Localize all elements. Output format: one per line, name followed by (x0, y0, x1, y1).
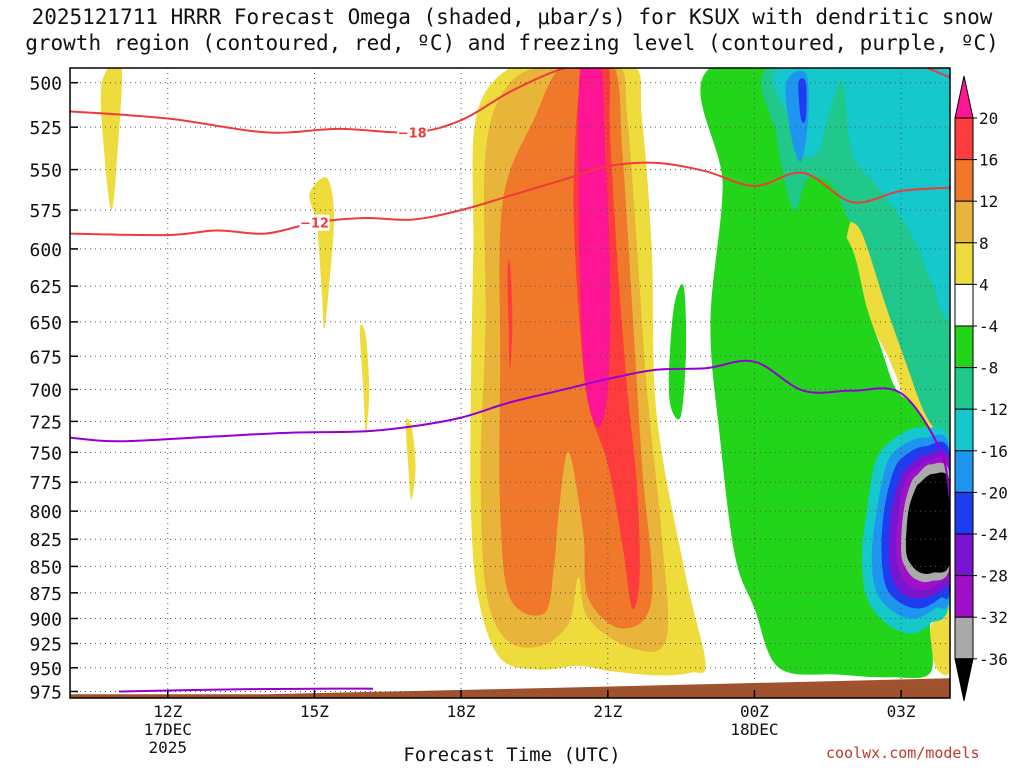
colorbar-bin-5 (954, 283, 974, 327)
y-tick-label-975: 975 (29, 682, 62, 703)
colorbar-bin-6 (954, 325, 974, 369)
y-tick-label-650: 650 (29, 313, 62, 334)
omega-region-0 (100, 68, 123, 211)
colorbar-bin-12 (954, 575, 974, 618)
y-tick-label-625: 625 (29, 277, 62, 298)
y-tick-label-525: 525 (29, 118, 62, 139)
omega-region-3 (405, 418, 416, 500)
y-tick-label-550: 550 (29, 161, 62, 182)
x-tick-sublabel-00Z: 18DEC (730, 720, 778, 739)
contour-label--18: −18 (398, 126, 427, 141)
colorbar-label-10: -24 (979, 525, 1008, 544)
omega-region-29 (905, 472, 950, 574)
colorbar-label-3: 8 (979, 234, 989, 253)
colorbar-label-0: 20 (979, 109, 998, 128)
contour-lines: −18 −12 (70, 68, 950, 693)
y-tick-label-675: 675 (29, 347, 62, 368)
x-tick-label-12Z: 12Z (153, 702, 182, 721)
x-tick-year-12Z: 2025 (149, 738, 188, 757)
contour-label--12: −12 (300, 217, 329, 232)
omega-region-22 (798, 78, 807, 123)
chart-title-line1: 2025121711 HRRR Forecast Omega (shaded, … (31, 5, 993, 29)
omega-region-7 (507, 260, 513, 370)
colorbar-bin-2 (954, 159, 974, 202)
colorbar-bin-10 (954, 491, 974, 535)
omega-region-2 (359, 324, 370, 434)
colorbar-bin-11 (954, 533, 974, 577)
ground-fill (70, 678, 950, 698)
y-tick-label-500: 500 (29, 74, 62, 95)
colorbar-label-4: 4 (979, 275, 989, 294)
y-tick-label-700: 700 (29, 380, 62, 401)
x-tick-label-21Z: 21Z (593, 702, 622, 721)
contour-0-low (118, 687, 374, 693)
contour-0 (70, 359, 950, 500)
credit-text: coolwx.com/models (826, 744, 980, 762)
y-axis: 500 525 550 575 600 625 650 675 700 725 750 775 800 8… (29, 74, 78, 703)
colorbar-legend: 20 16 12 8 4 -4 -8 -12 -16 -20 -24 -28 -32 -36 (954, 75, 1008, 701)
y-tick-label-925: 925 (29, 634, 62, 655)
contour--18 (70, 68, 950, 134)
colorbar-label-7: -12 (979, 400, 1008, 419)
colorbar-label-12: -32 (979, 608, 1008, 627)
colorbar-bin-7 (954, 367, 974, 410)
colorbar-bin-1 (954, 117, 974, 161)
x-tick-label-00Z: 00Z (740, 702, 769, 721)
chart-title: 2025121711 HRRR Forecast Omega (shaded, … (0, 4, 1024, 56)
grid-lines (70, 68, 950, 698)
y-tick-label-950: 950 (29, 659, 62, 680)
colorbar-bin-top (954, 75, 974, 119)
x-axis-title: Forecast Time (UTC) (403, 744, 621, 766)
omega-region-18 (668, 284, 687, 420)
y-tick-label-875: 875 (29, 584, 62, 605)
contour-label-bg--12 (299, 214, 330, 231)
omega-region-9 (578, 68, 611, 428)
x-tick-label-15Z: 15Z (300, 702, 329, 721)
y-tick-label-600: 600 (29, 240, 62, 261)
omega-region-20 (772, 68, 950, 320)
colorbar-label-8: -16 (979, 442, 1008, 461)
colorbar-label-11: -28 (979, 567, 1008, 586)
colorbar-label-6: -8 (979, 359, 998, 378)
colorbar-bin-bottom (954, 658, 974, 701)
colorbar-bin-13 (954, 616, 974, 660)
colorbar-bin-9 (954, 450, 974, 493)
colorbar-label-9: -20 (979, 483, 1008, 502)
colorbar-label-1: 16 (979, 151, 998, 170)
y-tick-label-800: 800 (29, 502, 62, 523)
omega-shading (100, 68, 950, 679)
colorbar-label-2: 12 (979, 192, 998, 211)
y-tick-label-750: 750 (29, 443, 62, 464)
chart-title-line2: growth region (contoured, red, ºC) and f… (25, 31, 999, 55)
colorbar-bin-4 (954, 242, 974, 285)
plot-frame (69, 67, 951, 699)
ground-layer (70, 678, 950, 698)
y-tick-label-775: 775 (29, 473, 62, 494)
y-tick-label-825: 825 (29, 530, 62, 551)
colorbar-bin-8 (954, 408, 974, 452)
contour--12 (70, 161, 950, 237)
y-tick-label-900: 900 (29, 610, 62, 631)
y-tick-label-575: 575 (29, 201, 62, 222)
x-tick-label-18Z: 18Z (447, 702, 476, 721)
colorbar-label-13: -36 (979, 650, 1008, 669)
colorbar-label-5: -4 (979, 317, 998, 336)
colorbar-bin-3 (954, 200, 974, 244)
x-tick-sublabel-12Z: 17DEC (144, 720, 192, 739)
y-tick-label-850: 850 (29, 557, 62, 578)
x-tick-label-03Z: 03Z (887, 702, 916, 721)
y-tick-label-725: 725 (29, 412, 62, 433)
contour-label-bg--18 (397, 124, 428, 141)
